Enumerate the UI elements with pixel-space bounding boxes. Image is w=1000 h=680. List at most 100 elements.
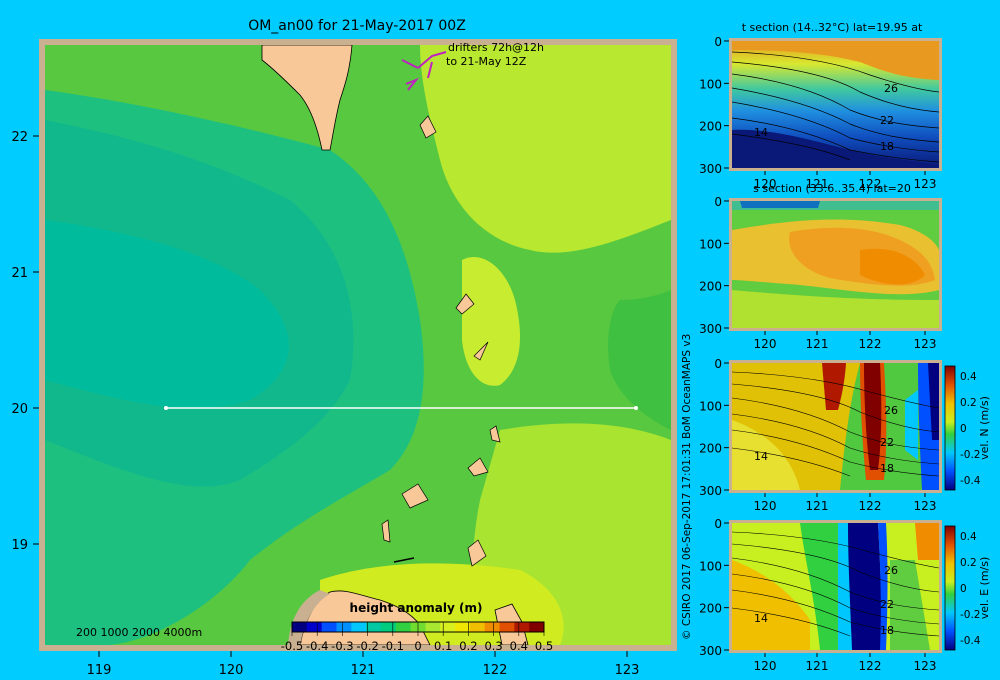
panel-lon-tick-label: 120 (754, 177, 777, 191)
depth-tick-label: 200 (699, 120, 722, 134)
u-contour-label: 26 (884, 564, 898, 577)
credit-text: © CSIRO 2017 06-Sep-2017 17:01:31 BoM Oc… (681, 334, 693, 640)
island-9 (393, 557, 415, 563)
lon-tick: 120 (219, 663, 244, 678)
colorbar-tick-label: -0.3 (331, 639, 353, 653)
drifters-label-line2: to 21-May 12Z (446, 55, 527, 68)
island-3 (473, 341, 489, 361)
v-section-panel: 26 22 18 14 vel. N (m/s) (729, 360, 991, 493)
v-colorbar-label: vel. N (m/s) (978, 396, 991, 460)
depth-tick-label: 100 (699, 237, 722, 251)
panel-lon-tick-label: 122 (859, 177, 882, 191)
s-section-title: s section (33.6..35.4) lat=20 (753, 182, 911, 195)
u-contour-label: 22 (880, 598, 894, 611)
island-5 (401, 483, 429, 509)
panel-lon-tick-label: 121 (806, 659, 829, 673)
depth-tick-label: 0 (714, 195, 722, 209)
v-contour-label: 14 (754, 450, 768, 463)
colorbar-swatch (514, 622, 530, 632)
colorbar-tick-label: 0 (414, 639, 421, 653)
t-contour-label: 14 (754, 126, 768, 139)
depth-tick-label: 300 (699, 162, 722, 176)
panel-lon-tick-label: 121 (806, 177, 829, 191)
island-6 (381, 519, 391, 543)
panel-lon-tick-label: 120 (754, 337, 777, 351)
vel-tick-label: -0.2 (960, 609, 981, 621)
colorbar-tick-label: 0.2 (459, 639, 477, 653)
panel-lon-tick-label: 121 (806, 337, 829, 351)
lat-tick: 22 (11, 130, 28, 145)
v-contour-label: 26 (884, 404, 898, 417)
vel-tick-label: 0 (960, 423, 967, 435)
section-panel-axes: 0 100 200 300 120 121 122 123 0 100 200 300 120 121 12… (699, 35, 981, 673)
depth-tick-label: 300 (699, 644, 722, 658)
u-contour-label: 18 (880, 624, 894, 637)
lon-tick: 122 (483, 663, 508, 678)
colorbar-swatch (440, 622, 456, 632)
colorbar-swatch (469, 622, 486, 632)
colorbar-tick-label: -0.2 (356, 639, 378, 653)
colorbar-swatch (529, 622, 545, 632)
vel-tick-label: 0.4 (960, 531, 977, 543)
panel-lon-tick-label: 123 (914, 499, 937, 513)
vel-tick-label: 0.4 (960, 371, 977, 383)
panel-lon-tick-label: 122 (859, 499, 882, 513)
section-start-marker (164, 406, 168, 410)
section-end-marker (634, 406, 638, 410)
lon-tick: 123 (615, 663, 640, 678)
colorbar-tick-label: 0.5 (535, 639, 553, 653)
t-contour-label: 22 (880, 114, 894, 127)
s-section-panel: s section (33.6..35.4) lat=20 (729, 182, 942, 331)
v-contour-label: 22 (880, 436, 894, 449)
depth-tick-label: 200 (699, 602, 722, 616)
colorbar-swatch (321, 622, 337, 632)
drifters-label-line1: drifters 72h@12h (448, 41, 544, 54)
vel-tick-label: 0.2 (960, 397, 977, 409)
vel-tick-label: 0.2 (960, 557, 977, 569)
lon-tick: 121 (351, 663, 376, 678)
colorbar-swatch (380, 622, 397, 632)
anomaly-yellow-north (420, 45, 671, 253)
v-colorbar (944, 365, 956, 491)
depth-tick-label: 0 (714, 357, 722, 371)
drifter-tracks (401, 51, 447, 91)
depth-tick-label: 100 (699, 559, 722, 573)
island-4 (467, 457, 489, 477)
height-anomaly-colorbar: height anomaly (m) -0.5 -0.4 -0.3 -0.2 -0.1 0… (281, 601, 553, 653)
lat-tick: 20 (11, 402, 28, 417)
v-contour-label: 18 (880, 462, 894, 475)
anomaly-teal-core (45, 220, 289, 409)
panel-lon-tick-label: 122 (859, 659, 882, 673)
island-2 (455, 293, 475, 315)
depth-tick-label: 300 (699, 484, 722, 498)
u-colorbar-label: vel. E (m/s) (978, 557, 991, 620)
colorbar-tick-label: -0.1 (382, 639, 404, 653)
map-title: OM_an00 for 21-May-2017 00Z (248, 18, 466, 34)
colorbar-swatch (499, 622, 515, 632)
depth-tick-label: 200 (699, 442, 722, 456)
t-contour-label: 26 (884, 82, 898, 95)
depth-tick-label: 300 (699, 322, 722, 336)
colorbar-swatch (455, 622, 471, 632)
vel-tick-label: -0.2 (960, 449, 981, 461)
colorbar-swatch (395, 622, 412, 632)
u-section-panel: 26 22 18 14 vel. E (m/s) (729, 520, 991, 653)
lat-tick: 21 (11, 266, 28, 281)
colorbar-tick-label: -0.5 (281, 639, 303, 653)
island-1 (419, 115, 437, 139)
depth-legend: 200 1000 2000 4000m (76, 626, 202, 639)
main-map: drifters 72h@12h to 21-May 12Z 200 1000 … (11, 39, 677, 678)
colorbar-swatch (351, 622, 367, 632)
panel-lon-tick-label: 123 (914, 177, 937, 191)
t-section-panel: t section (14..32°C) lat=19.95 at 26 22 … (729, 21, 942, 171)
colorbar-swatch (306, 622, 323, 632)
lat-tick: 19 (11, 538, 28, 553)
t-contour-label: 18 (880, 140, 894, 153)
panel-lon-tick-label: 120 (754, 499, 777, 513)
panel-lon-tick-label: 123 (914, 337, 937, 351)
u-colorbar (944, 525, 956, 651)
colorbar-swatch (292, 622, 308, 632)
depth-tick-label: 200 (699, 280, 722, 294)
colorbar-swatch (425, 622, 441, 632)
panel-lon-tick-label: 120 (754, 659, 777, 673)
